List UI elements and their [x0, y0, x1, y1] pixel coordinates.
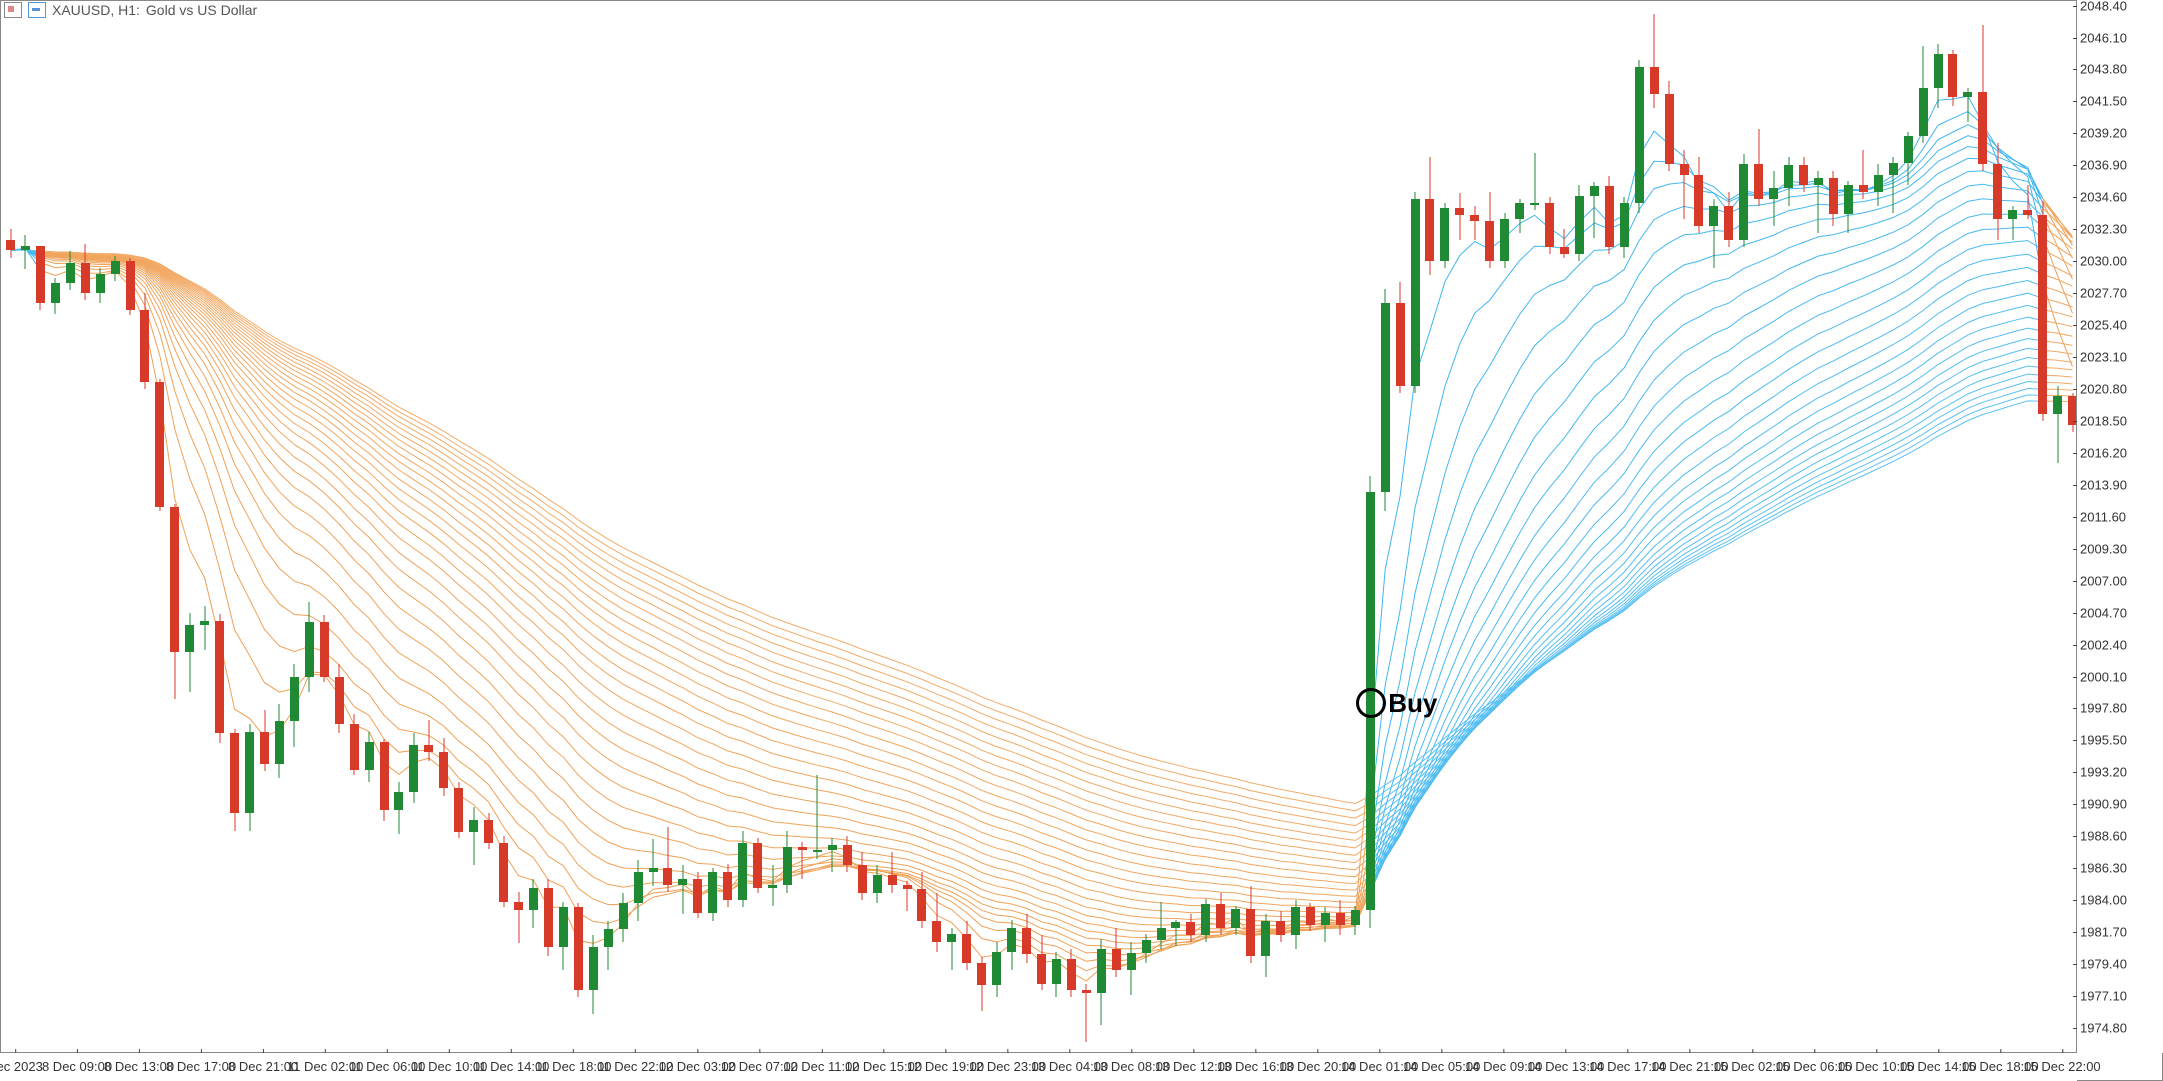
buy-label: Buy — [1388, 688, 1437, 719]
annotations-layer: Buy — [0, 0, 2077, 1053]
circle-icon — [1356, 688, 1386, 718]
time-tick: 8 Dec 17:00 — [166, 1053, 236, 1074]
price-axis[interactable]: 2048.402046.102043.802041.502039.202036.… — [2076, 0, 2163, 1053]
time-tick: 8 Dec 09:00 — [42, 1053, 112, 1074]
buy-annotation: Buy — [1356, 688, 1437, 719]
time-tick: Dec 2023 — [0, 1053, 43, 1074]
symbol-icon-1 — [4, 2, 22, 18]
time-tick: 8 Dec 13:00 — [104, 1053, 174, 1074]
chart-root[interactable]: XAUUSD, H1: Gold vs US Dollar Buy 2048.4… — [0, 0, 2163, 1081]
time-axis[interactable]: Dec 20238 Dec 09:008 Dec 13:008 Dec 17:0… — [0, 1052, 2077, 1081]
title-desc: Gold vs US Dollar — [146, 2, 257, 18]
time-tick: 15 Dec 22:00 — [2023, 1053, 2100, 1074]
title-symbol: XAUUSD, H1: — [52, 2, 140, 18]
title-bar: XAUUSD, H1: Gold vs US Dollar — [4, 2, 257, 18]
symbol-icon-2 — [28, 2, 46, 18]
plot-area[interactable]: Buy — [0, 0, 2077, 1053]
